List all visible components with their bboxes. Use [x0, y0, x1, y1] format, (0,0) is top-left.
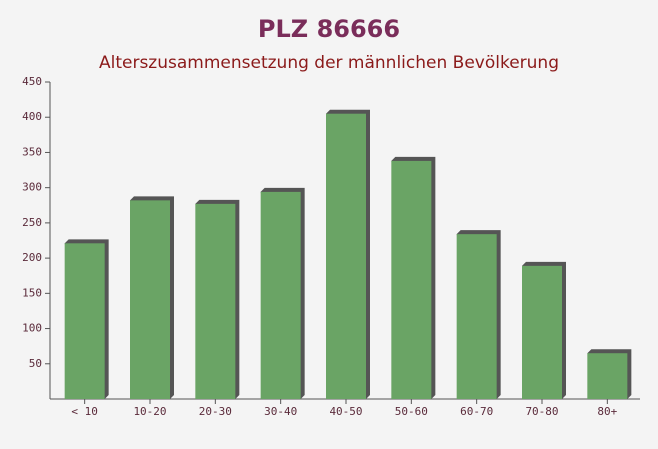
y-tick-label: 450: [22, 75, 42, 88]
y-tick-label: 50: [29, 357, 42, 370]
x-tick-label: 20-30: [199, 405, 232, 418]
chart-title: PLZ 86666: [258, 15, 400, 43]
bar: [587, 353, 628, 399]
x-tick-label: 30-40: [264, 405, 297, 418]
x-tick-label: 40-50: [329, 405, 362, 418]
y-tick-label: 250: [22, 216, 42, 229]
y-tick-label: 100: [22, 322, 42, 335]
bar: [391, 160, 432, 399]
bar: [130, 200, 170, 399]
y-tick-label: 400: [22, 110, 42, 123]
y-tick-label: 300: [22, 181, 42, 194]
bar: [195, 203, 236, 399]
bar: [260, 191, 301, 399]
x-tick-label: 50-60: [395, 405, 428, 418]
x-tick-label: 70-80: [525, 405, 558, 418]
x-tick-label: < 10: [71, 405, 98, 418]
x-tick-label: 10-20: [133, 405, 166, 418]
bar: [456, 234, 497, 399]
y-tick-label: 350: [22, 145, 42, 158]
y-tick-label: 200: [22, 251, 42, 264]
bar: [326, 113, 366, 399]
bar: [522, 265, 562, 399]
x-tick-label: 80+: [597, 405, 617, 418]
y-tick-label: 150: [22, 286, 42, 299]
bar: [64, 243, 105, 399]
chart-subtitle: Alterszusammensetzung der männlichen Bev…: [99, 53, 559, 73]
x-tick-label: 60-70: [460, 405, 493, 418]
